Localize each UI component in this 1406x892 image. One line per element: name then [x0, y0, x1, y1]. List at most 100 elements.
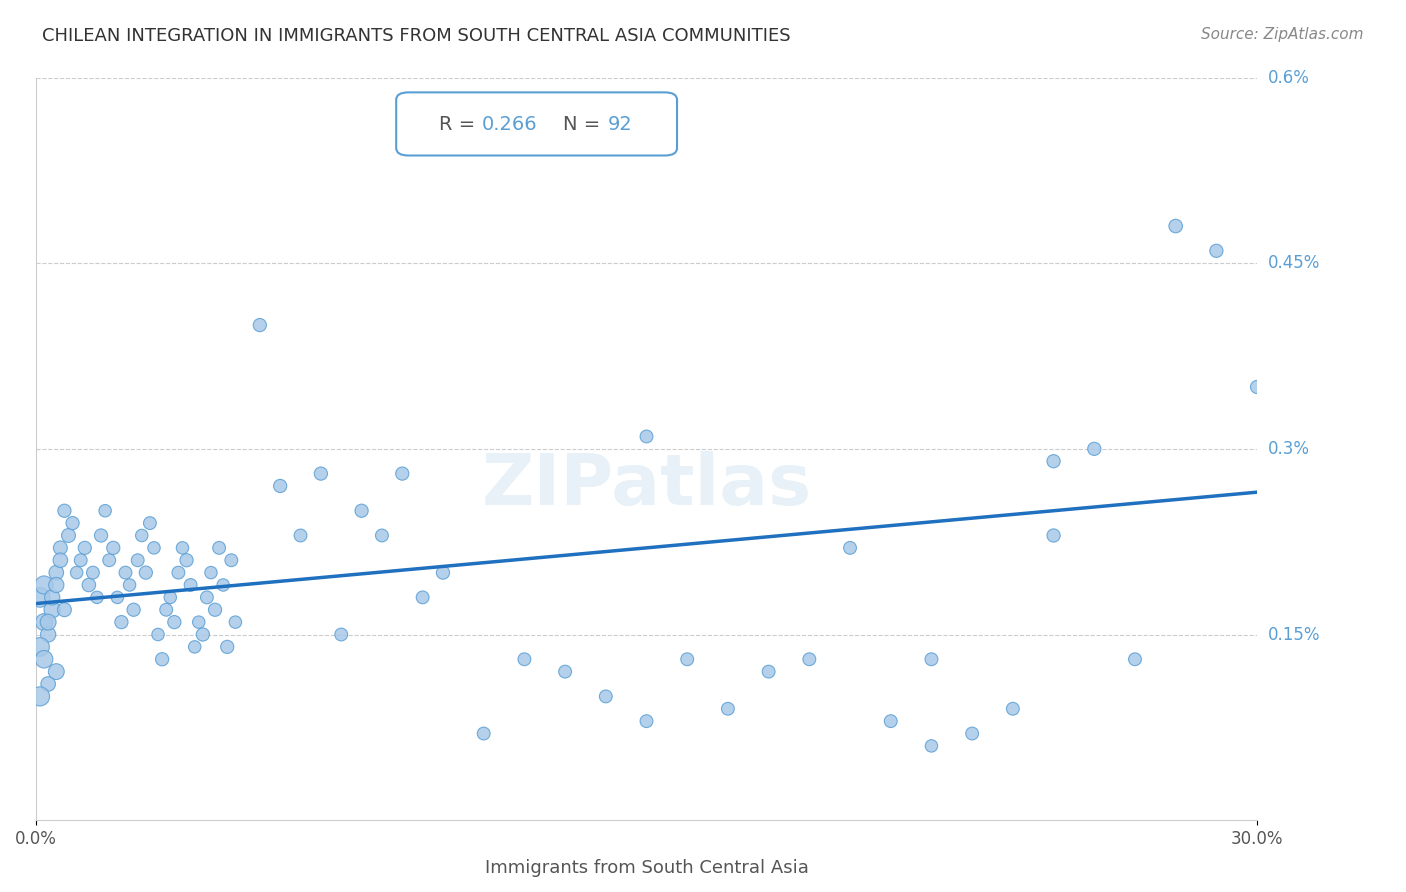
Point [1205, 244, 1227, 258]
Point [960, 726, 983, 740]
Point [94, 504, 117, 518]
Point [191, 627, 214, 641]
Point [1042, 528, 1064, 542]
Point [187, 615, 209, 629]
Text: 0.6%: 0.6% [1268, 69, 1310, 87]
Point [58, 528, 80, 542]
Point [90, 528, 112, 542]
Point [880, 714, 903, 728]
Point [799, 652, 821, 666]
Point [105, 591, 128, 605]
Point [127, 553, 149, 567]
Point [66, 566, 89, 580]
Point [676, 652, 699, 666]
Point [391, 467, 413, 481]
Point [717, 702, 740, 716]
Point [28, 591, 51, 605]
Point [269, 479, 291, 493]
Point [513, 652, 536, 666]
Point [350, 504, 373, 518]
Point [554, 665, 576, 679]
Text: 0.266: 0.266 [482, 115, 537, 134]
Point [412, 591, 434, 605]
Point [595, 690, 617, 704]
Point [636, 429, 658, 443]
Point [86, 591, 108, 605]
Point [1123, 652, 1146, 666]
Point [155, 603, 177, 617]
Point [1001, 702, 1024, 716]
Point [49, 541, 72, 555]
Point [69, 553, 91, 567]
Point [758, 665, 780, 679]
Text: 0.3%: 0.3% [1268, 440, 1310, 458]
Point [53, 603, 76, 617]
FancyBboxPatch shape [396, 93, 678, 155]
Point [183, 640, 205, 654]
Text: Source: ZipAtlas.com: Source: ZipAtlas.com [1201, 27, 1364, 42]
Point [200, 566, 222, 580]
Point [73, 541, 96, 555]
Point [221, 553, 243, 567]
Text: R =: R = [439, 115, 481, 134]
Point [37, 677, 59, 691]
Point [28, 640, 51, 654]
Point [212, 578, 235, 592]
Point [150, 652, 173, 666]
Point [249, 318, 271, 332]
Point [62, 516, 84, 530]
Point [45, 665, 67, 679]
Point [1164, 219, 1187, 233]
Point [1246, 380, 1268, 394]
Point [143, 541, 166, 555]
Point [176, 553, 198, 567]
Text: ZIPatlas: ZIPatlas [481, 451, 811, 520]
Point [45, 566, 67, 580]
Text: CHILEAN INTEGRATION IN IMMIGRANTS FROM SOUTH CENTRAL ASIA COMMUNITIES: CHILEAN INTEGRATION IN IMMIGRANTS FROM S… [42, 27, 790, 45]
Point [110, 615, 132, 629]
Point [330, 627, 353, 641]
Point [432, 566, 454, 580]
Point [472, 726, 495, 740]
Point [371, 528, 394, 542]
Point [45, 578, 67, 592]
Point [32, 652, 55, 666]
Point [37, 615, 59, 629]
Point [920, 739, 942, 753]
Point [224, 615, 246, 629]
Point [122, 603, 145, 617]
Point [180, 578, 202, 592]
Point [172, 541, 194, 555]
Point [41, 591, 63, 605]
Point [103, 541, 125, 555]
Point [114, 566, 136, 580]
Point [1083, 442, 1105, 456]
Point [167, 566, 190, 580]
Point [146, 627, 169, 641]
Point [37, 627, 59, 641]
Text: 0.15%: 0.15% [1268, 625, 1320, 643]
Point [28, 690, 51, 704]
Point [290, 528, 312, 542]
Point [139, 516, 162, 530]
Point [53, 504, 76, 518]
Point [163, 615, 186, 629]
Point [98, 553, 121, 567]
Point [1042, 454, 1064, 468]
Point [49, 553, 72, 567]
Point [920, 652, 942, 666]
Text: 92: 92 [607, 115, 633, 134]
Text: N =: N = [564, 115, 607, 134]
Point [208, 541, 231, 555]
Point [636, 714, 658, 728]
Point [77, 578, 100, 592]
Point [32, 578, 55, 592]
X-axis label: Immigrants from South Central Asia: Immigrants from South Central Asia [485, 859, 808, 877]
Point [159, 591, 181, 605]
Point [217, 640, 239, 654]
Point [82, 566, 104, 580]
Point [131, 528, 153, 542]
Point [32, 615, 55, 629]
Point [839, 541, 862, 555]
Point [41, 603, 63, 617]
